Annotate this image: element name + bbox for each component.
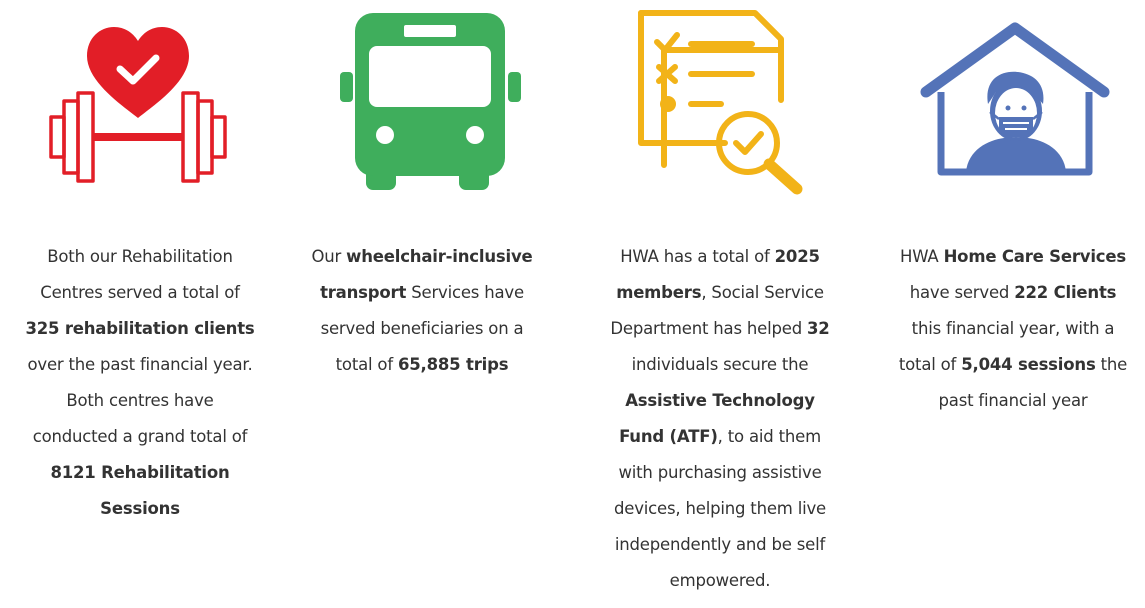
highlight-text: members xyxy=(616,283,702,302)
text-line: HWA has a total of 2025 xyxy=(585,239,855,275)
body-text: Centres served a total of xyxy=(40,283,240,302)
body-text: empowered. xyxy=(669,571,771,590)
text-line: transport Services have xyxy=(287,275,557,311)
members-text: HWA has a total of 2025 members, Social S… xyxy=(585,239,855,599)
home-masked-person-icon xyxy=(920,22,1110,176)
highlight-text: 325 rehabilitation clients xyxy=(25,319,255,338)
highlight-text: 8121 Rehabilitation xyxy=(50,463,230,482)
body-text: conducted a grand total of xyxy=(32,427,248,446)
body-text: HWA xyxy=(900,247,944,266)
body-text: Both our Rehabilitation xyxy=(47,247,233,266)
body-text: , to aid them xyxy=(717,427,821,446)
text-line: Sessions xyxy=(5,491,275,527)
text-line: past financial year xyxy=(878,383,1145,419)
highlight-text: 2025 xyxy=(774,247,820,266)
highlight-text: 222 Clients xyxy=(1014,283,1117,302)
body-text: HWA has a total of xyxy=(620,247,775,266)
body-text: total of xyxy=(898,355,962,374)
text-line: Fund (ATF), to aid them xyxy=(585,419,855,455)
body-text: over the past financial year. xyxy=(27,355,253,374)
body-text: the xyxy=(1095,355,1128,374)
text-line: 8121 Rehabilitation xyxy=(5,455,275,491)
highlight-text: 32 xyxy=(807,319,830,338)
text-line: independently and be self xyxy=(585,527,855,563)
text-line: have served 222 Clients xyxy=(878,275,1145,311)
text-line: Assistive Technology xyxy=(585,383,855,419)
highlight-text: Assistive Technology xyxy=(625,391,815,410)
text-line: this financial year, with a xyxy=(878,311,1145,347)
text-line: Both centres have xyxy=(5,383,275,419)
highlight-text: 5,044 sessions xyxy=(961,355,1096,374)
heart-dumbbell-icon xyxy=(49,27,227,183)
text-line: Centres served a total of xyxy=(5,275,275,311)
text-line: Our wheelchair-inclusive xyxy=(287,239,557,275)
text-line: individuals secure the xyxy=(585,347,855,383)
body-text: have served xyxy=(909,283,1015,302)
text-line: 325 rehabilitation clients xyxy=(5,311,275,347)
body-text: total of xyxy=(335,355,398,374)
body-text: Services have xyxy=(406,283,524,302)
text-line: empowered. xyxy=(585,563,855,599)
body-text: Both centres have xyxy=(66,391,214,410)
body-text: Our xyxy=(311,247,347,266)
text-line: total of 5,044 sessions the xyxy=(878,347,1145,383)
homecare-text: HWA Home Care Services have served 222 Cl… xyxy=(878,239,1145,419)
body-text: Department has helped xyxy=(610,319,808,338)
text-line: with purchasing assistive xyxy=(585,455,855,491)
highlight-text: 65,885 trips xyxy=(397,355,509,374)
rehabilitation-text: Both our Rehabilitation Centres served a … xyxy=(5,239,275,527)
transport-text: Our wheelchair-inclusive transport Servic… xyxy=(287,239,557,383)
checklist-magnifier-icon xyxy=(638,10,803,195)
text-line: Both our Rehabilitation xyxy=(5,239,275,275)
text-line: Department has helped 32 xyxy=(585,311,855,347)
text-line: total of 65,885 trips xyxy=(287,347,557,383)
highlight-text: transport xyxy=(320,283,407,302)
text-line: served beneficiaries on a xyxy=(287,311,557,347)
highlight-text: Home Care Services xyxy=(943,247,1127,266)
text-line: conducted a grand total of xyxy=(5,419,275,455)
body-text: independently and be self xyxy=(614,535,826,554)
body-text: devices, helping them live xyxy=(614,499,826,518)
text-line: HWA Home Care Services xyxy=(878,239,1145,275)
body-text: , Social Service xyxy=(701,283,824,302)
highlight-text: Sessions xyxy=(100,499,180,518)
text-line: devices, helping them live xyxy=(585,491,855,527)
bus-icon xyxy=(340,13,521,190)
text-line: over the past financial year. xyxy=(5,347,275,383)
text-line: members, Social Service xyxy=(585,275,855,311)
body-text: with purchasing assistive xyxy=(618,463,822,482)
highlight-text: wheelchair-inclusive xyxy=(346,247,533,266)
body-text: this financial year, with a xyxy=(911,319,1115,338)
body-text: served beneficiaries on a xyxy=(320,319,524,338)
highlight-text: Fund (ATF) xyxy=(619,427,718,446)
body-text: past financial year xyxy=(938,391,1088,410)
body-text: individuals secure the xyxy=(631,355,809,374)
